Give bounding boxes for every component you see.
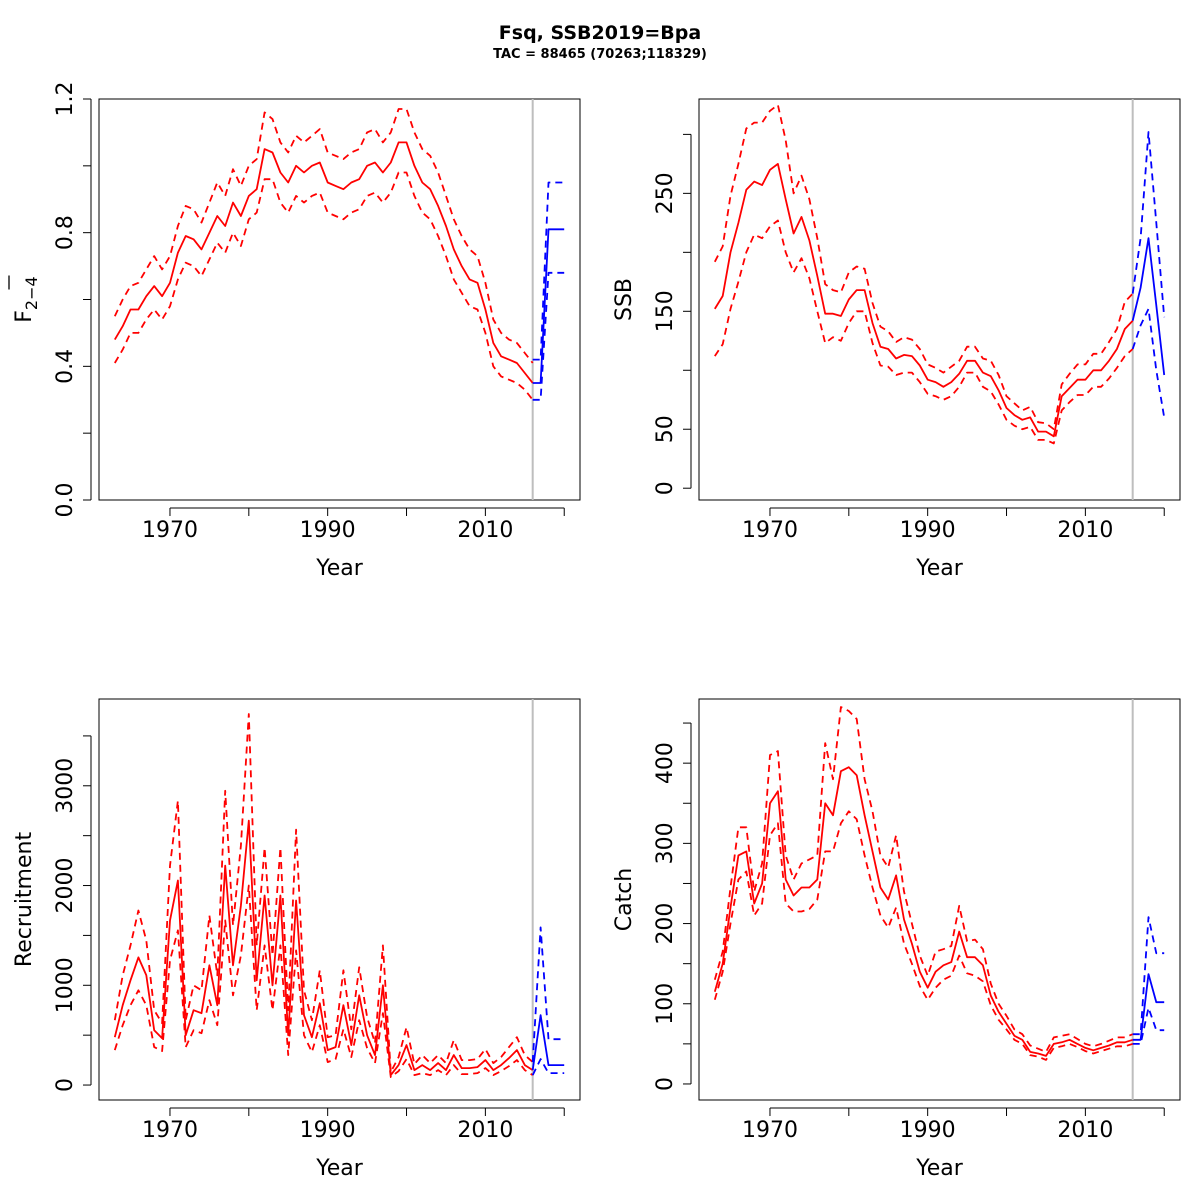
history-lower-ci-line: [713, 810, 1133, 1061]
x-axis-label: Year: [915, 1156, 964, 1181]
x-axis-label: Year: [315, 556, 364, 581]
y-tick-label: 0.8: [53, 215, 78, 250]
history-lower-ci-line: [113, 884, 534, 1078]
y-tick-label: 3000: [53, 758, 78, 814]
history-estimate-line: [114, 141, 534, 384]
forecast-lower-ci-line: [532, 271, 565, 401]
x-tick-label: 1990: [900, 1118, 956, 1143]
history-lower-ci-line: [714, 219, 1134, 445]
forecast-upper-ci-line: [1131, 131, 1166, 318]
y-tick-label: 100: [653, 983, 678, 1025]
x-tick-label: 2010: [457, 1118, 513, 1143]
forecast-upper-ci-line: [532, 181, 565, 361]
y-tick-label: 0: [653, 1077, 678, 1091]
x-tick-label: 1970: [742, 518, 798, 543]
y-tick-label: 250: [653, 172, 678, 214]
forecast-estimate-line: [1131, 237, 1166, 376]
panel-ssb: 1970 1990 2010 Year 0 50 150 250 SSB: [612, 98, 1181, 581]
y-axis-label-sub: 2−4: [22, 276, 41, 310]
y-axis-label-main: F: [12, 310, 37, 323]
forecast-estimate-line: [1132, 973, 1165, 1041]
forecast-estimate-line: [531, 1014, 565, 1071]
y-axis-label: Recruitment: [12, 832, 37, 968]
history-upper-ci-line: [113, 713, 534, 1073]
history-lower-ci-line: [114, 171, 534, 401]
y-axis-label: Catch: [612, 868, 637, 932]
y-tick-label: 0: [653, 481, 678, 495]
x-tick-label: 2010: [457, 518, 513, 543]
y-axis-label: SSB: [612, 278, 637, 321]
history-upper-ci-line: [113, 108, 534, 364]
y-tick-label: 0: [53, 1078, 78, 1092]
y-tick-label: 300: [653, 822, 678, 864]
history-upper-ci-line: [713, 706, 1134, 1053]
x-tick-label: 2010: [1057, 1118, 1113, 1143]
figure-title: Fsq, SSB2019=Bpa: [498, 22, 702, 44]
x-tick-label: 1970: [142, 518, 198, 543]
y-tick-label: 150: [653, 290, 678, 332]
plot-frame: [98, 98, 581, 501]
history-upper-ci-line: [713, 104, 1134, 431]
forecast-upper-ci-line: [531, 926, 565, 1063]
history-estimate-line: [113, 819, 534, 1076]
y-tick-label: 2000: [53, 858, 78, 914]
y-tick-label: 200: [653, 903, 678, 945]
plot-frame: [698, 98, 1181, 501]
y-tick-label: 0.0: [53, 483, 78, 518]
y-axis-label: F2−4: [12, 276, 41, 322]
y-tick-label: 0.4: [53, 349, 78, 384]
x-tick-label: 1990: [300, 518, 356, 543]
panel-catch: 1970 1990 2010 Year 0 100 200 300 400 Catch: [612, 698, 1181, 1181]
x-axis-label: Year: [915, 556, 964, 581]
x-tick-label: 1990: [300, 1118, 356, 1143]
y-tick-label: 400: [653, 742, 678, 784]
figure-subtitle: TAC = 88465 (70263;118329): [493, 47, 707, 62]
forecast-lower-ci-line: [1131, 307, 1166, 418]
x-tick-label: 1970: [742, 1118, 798, 1143]
y-tick-label: 1.2: [53, 82, 78, 117]
x-tick-label: 1970: [142, 1118, 198, 1143]
panel-f: 1970 1990 2010 Year 0.0 0.4 0.8 1.2 F2−4: [8, 82, 581, 581]
plot-frame: [98, 698, 581, 1101]
forecast-lower-ci-line: [1132, 1006, 1165, 1045]
history-estimate-line: [714, 162, 1134, 438]
x-tick-label: 2010: [1057, 518, 1113, 543]
x-tick-label: 1990: [900, 518, 956, 543]
forecast-upper-ci-line: [1132, 916, 1165, 1036]
plot-frame: [698, 698, 1181, 1101]
forecast-estimate-line: [532, 228, 565, 384]
panel-recruitment: 1970 1990 2010 Year 0 1000 2000 3000 Recruitment: [12, 698, 581, 1181]
y-tick-label: 50: [653, 415, 678, 443]
y-tick-label: 1000: [53, 957, 78, 1013]
history-estimate-line: [713, 766, 1133, 1057]
x-axis-label: Year: [315, 1156, 364, 1181]
